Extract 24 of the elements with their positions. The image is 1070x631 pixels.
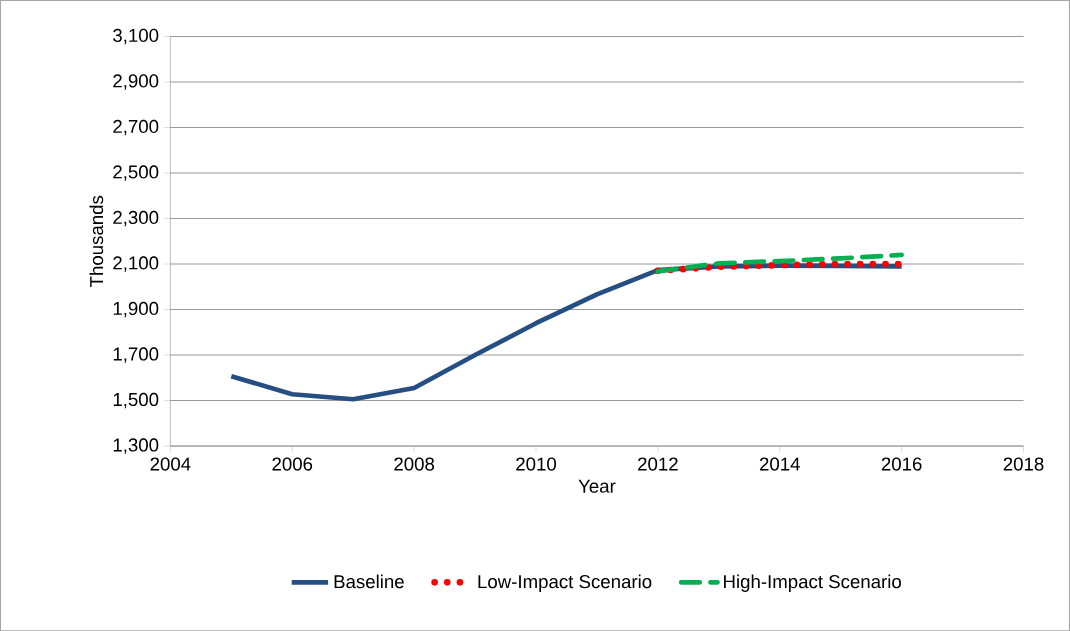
x-tick-label: 2008 [394,457,435,471]
legend-label: High-Impact Scenario [724,574,901,592]
x-axis-title: Year [578,479,616,493]
x-tick-label: 2016 [881,457,922,471]
legend-label: Baseline [334,574,404,589]
legend-label: Low-Impact Scenario [478,574,652,592]
x-tick-label: 2006 [272,457,313,471]
y-tick-label: 2,300 [113,210,159,227]
y-tick-label: 1,500 [113,392,159,409]
x-tick-label: 2010 [516,457,557,471]
x-tick-label: 2012 [638,457,678,471]
y-tick-label: 2,900 [113,74,159,90]
y-axis-title: Thousands [89,195,104,287]
y-tick-label: 1,700 [113,347,159,363]
x-tick-label: 2014 [759,457,800,471]
y-tick-label: 2,700 [113,119,159,135]
y-tick-label: 3,100 [113,28,159,44]
y-tick-label: 1,900 [113,301,159,318]
x-tick-label: 2004 [150,457,191,471]
y-tick-label: 2,500 [113,165,159,181]
y-tick-label: 2,100 [113,256,159,272]
line-series [655,252,904,274]
y-tick-label: 1,300 [113,438,159,454]
x-tick-label: 2018 [1003,457,1044,471]
